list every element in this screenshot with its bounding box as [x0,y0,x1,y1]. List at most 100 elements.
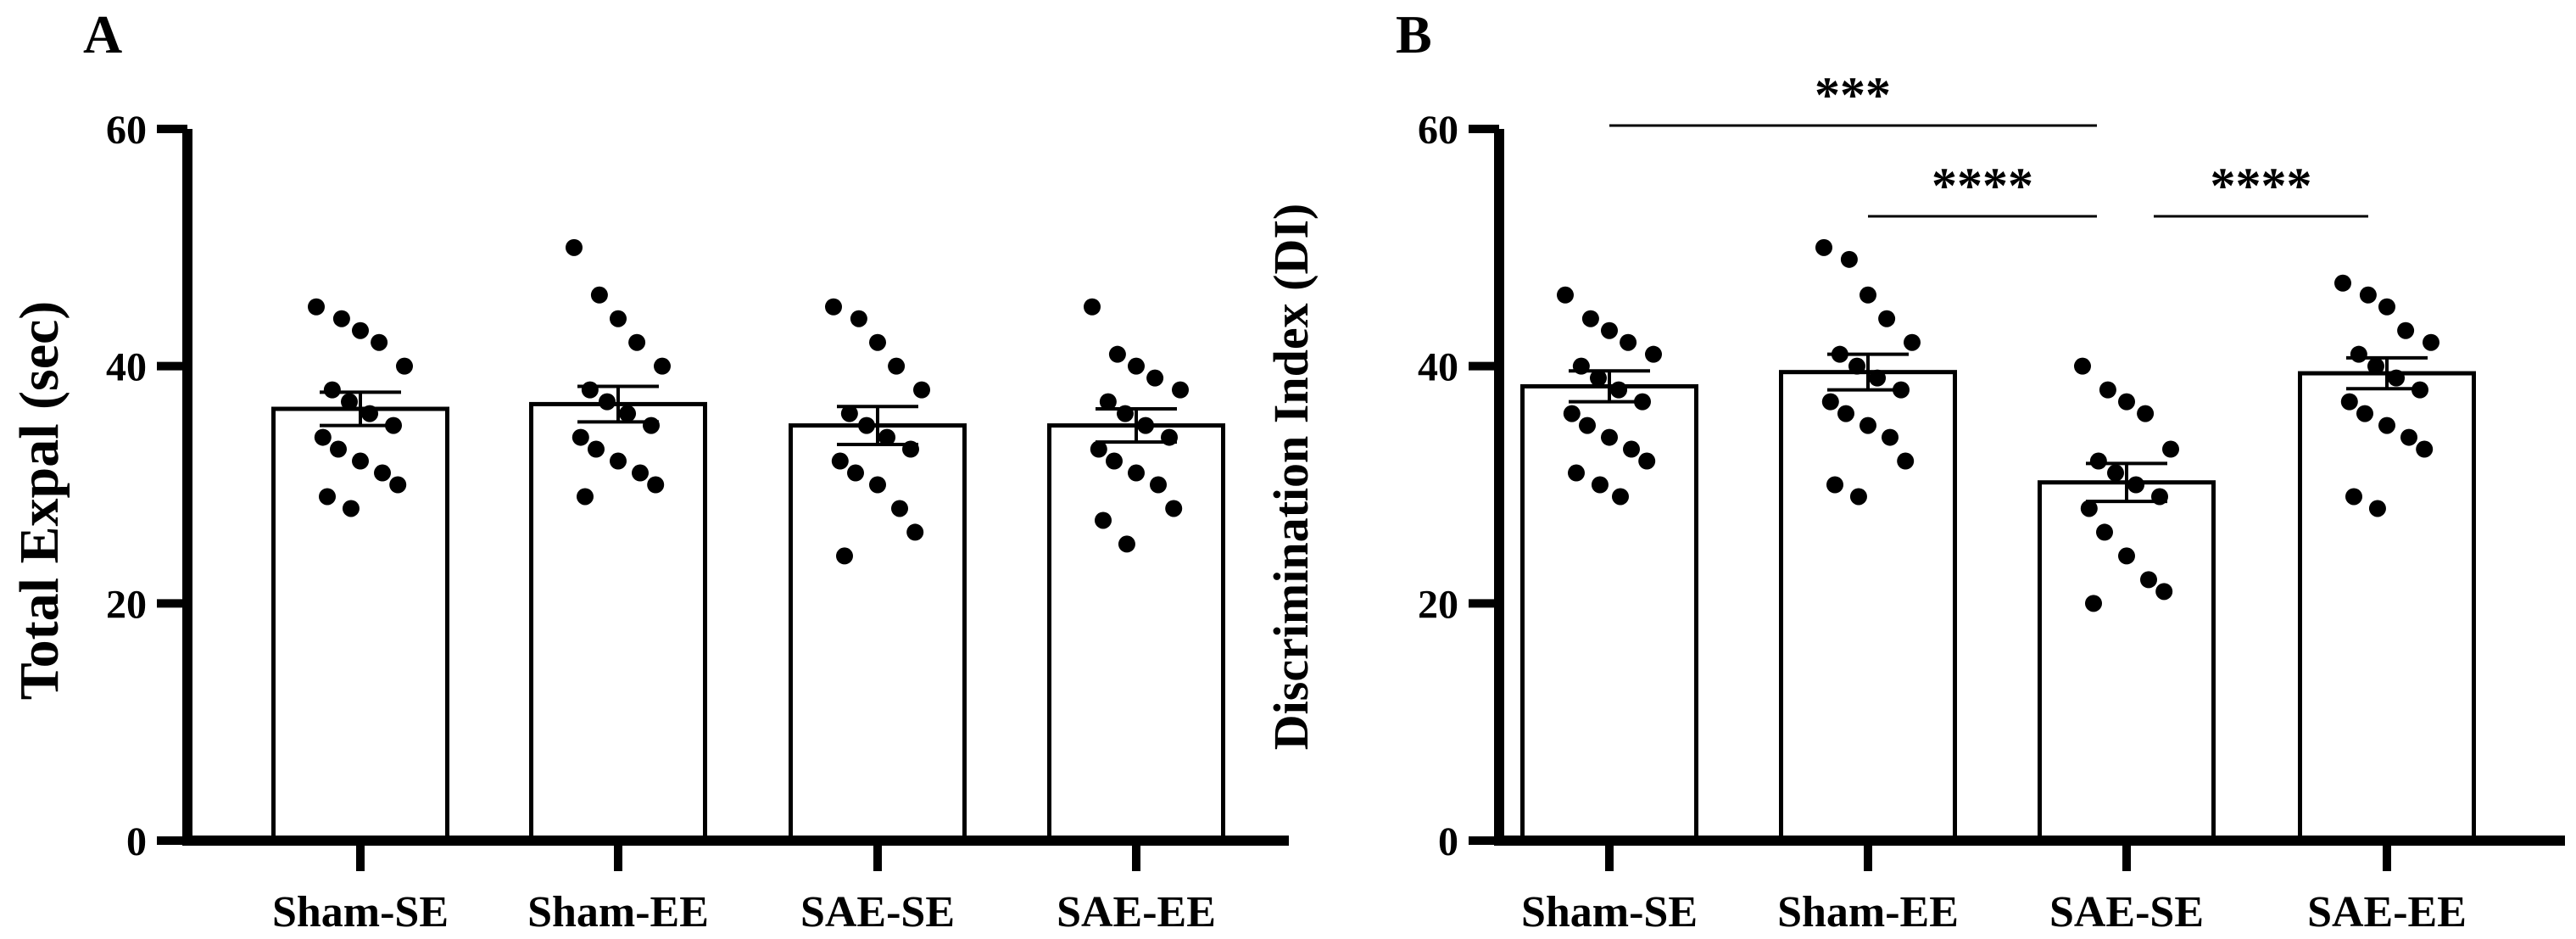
panel-a-y-tick-label: 20 [106,582,147,627]
panel-b-point [2080,500,2098,517]
panel-a-point [332,310,350,327]
panel-a-category-label-3: SAE-SE [800,888,955,936]
panel-b-significance-label-2: **** [1932,158,2033,214]
panel-a-point [323,381,341,399]
panel-a-point [1150,476,1167,494]
panel-a-point [825,298,842,316]
panel-b-point [1610,381,1628,399]
panel-a-point [654,357,671,375]
panel-a-point [330,440,347,458]
panel-b-point [2378,416,2395,434]
panel-b-point [2350,345,2367,363]
panel-a-bar-3 [789,423,967,843]
panel-b-point [1645,345,1662,363]
panel-a-category-label-4: SAE-EE [1057,888,1216,936]
panel-b-point [2388,369,2406,387]
panel-b-y-tick-label: 40 [1418,345,1458,390]
panel-b-point [1557,286,1574,304]
panel-b-point [1826,476,1843,494]
panel-b-point [1601,428,1618,446]
panel-b-point [1581,310,1599,327]
panel-a-point [1106,452,1123,470]
panel-b-point [2334,274,2351,292]
panel-a-chart: 0 20 40 60 Sham-SE Sham-EE SAE-SE SAE-EE [106,108,1289,936]
panel-a-point [314,428,332,446]
panel-a-point [342,500,360,517]
panel-b-point [2368,500,2386,517]
panel-a-point [341,393,358,411]
panel-a-point [389,476,407,494]
panel-b-point [1620,333,1637,351]
panel-a-point [396,357,413,375]
panel-a-point [647,476,665,494]
panel-b-point [2155,583,2173,601]
panel-a-point [906,523,924,541]
panel-b-y-tick-label: 20 [1418,582,1458,627]
panel-b-point [1860,286,1876,304]
panel-a-point [913,381,930,399]
panel-b-point [1821,393,1839,411]
panel-b-point [1848,357,1865,375]
panel-a-point [891,500,908,517]
panel-a-point [888,357,906,375]
panel-a-point [643,416,660,434]
panel-a-point [352,452,369,470]
panel-b-y-axis-label: Discrimination Index (DI) [1263,204,1319,750]
panel-a-point [599,393,616,411]
panel-b-point [2356,405,2373,422]
panel-b-point [2107,464,2124,482]
panel-b-point [2137,405,2155,422]
panel-b-point [1568,464,1585,482]
panel-b-point [1882,428,1899,446]
panel-b-point [2378,298,2395,316]
panel-b-point [2074,357,2091,375]
panel-b-point [1590,369,1607,387]
panel-b-y-tick-label: 60 [1418,108,1458,153]
panel-a-point [1172,381,1189,399]
panel-a-point [361,405,379,422]
panel-a-point [610,452,627,470]
panel-a-point [577,488,594,506]
panel-b-point [2359,286,2377,304]
panel-b-point [1623,440,1640,458]
panel-b-letter: B [1396,4,1432,64]
panel-b-point [1815,238,1832,256]
panel-b-point [1601,321,1618,339]
panel-b-point [1837,405,1854,422]
panel-b-point [1878,310,1896,327]
panel-a-point [1099,393,1117,411]
panel-a-point [581,381,599,399]
panel-a-point [632,464,649,482]
panel-b-point [1849,488,1867,506]
panel-b-point [2096,523,2113,541]
panel-b-point [1579,416,1596,434]
panel-a-point [836,547,853,565]
panel-a-point [610,310,627,327]
panel-b-point [2367,357,2384,375]
panel-a-point [352,321,369,339]
panel-b-point [1904,333,1921,351]
panel-b-point [1840,250,1858,268]
panel-b-y-tick-label: 0 [1438,819,1458,864]
panel-a-bar-1 [271,406,449,843]
panel-b-point [2085,595,2102,612]
panel-b-point [1869,369,1887,387]
panel-b-point [2089,452,2107,470]
panel-a-point [308,298,325,316]
panel-b-point [1563,405,1581,422]
panel-b-point [2397,321,2415,339]
panel-a-point [371,333,388,351]
panel-b-point [2345,488,2362,506]
panel-b-point [1591,476,1609,494]
panel-a-point [847,464,864,482]
panel-a-point [1108,345,1126,363]
panel-a-y-axis-label: Total Expal (sec) [8,301,70,701]
panel-a-point [619,405,637,422]
panel-b-point [1897,452,1915,470]
panel-a-letter: A [83,4,122,64]
panel-a-point [1090,440,1107,458]
panel-a-y-tick-label: 40 [106,345,147,390]
panel-a-point [628,333,646,351]
panel-a-point [1165,500,1183,517]
